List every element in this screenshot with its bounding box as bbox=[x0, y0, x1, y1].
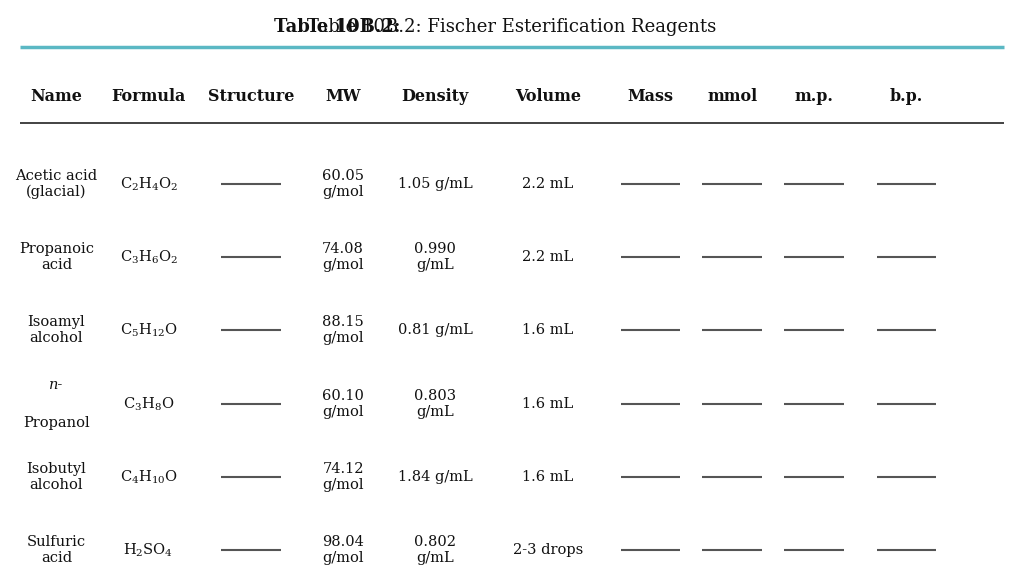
Text: Volume: Volume bbox=[515, 88, 581, 105]
Text: $\mathregular{C_3H_8O}$: $\mathregular{C_3H_8O}$ bbox=[123, 395, 174, 413]
Text: 88.15
g/mol: 88.15 g/mol bbox=[323, 315, 364, 345]
Text: Propanoic
acid: Propanoic acid bbox=[18, 242, 94, 272]
Text: 2.2 mL: 2.2 mL bbox=[522, 177, 573, 191]
Text: Isobutyl
alcohol: Isobutyl alcohol bbox=[27, 462, 86, 492]
Text: 0.81 g/mL: 0.81 g/mL bbox=[397, 323, 473, 337]
Text: Isoamyl
alcohol: Isoamyl alcohol bbox=[28, 315, 85, 345]
Text: mmol: mmol bbox=[708, 88, 757, 105]
Text: $\mathregular{C_2H_4O_2}$: $\mathregular{C_2H_4O_2}$ bbox=[120, 175, 177, 193]
Text: MW: MW bbox=[326, 88, 360, 105]
Text: 0.990
g/mL: 0.990 g/mL bbox=[415, 242, 456, 272]
Text: Formula: Formula bbox=[112, 88, 185, 105]
Text: Name: Name bbox=[31, 88, 82, 105]
Text: 0.802
g/mL: 0.802 g/mL bbox=[414, 535, 457, 565]
Text: $\mathregular{C_3H_6O_2}$: $\mathregular{C_3H_6O_2}$ bbox=[120, 248, 177, 266]
Text: 60.05
g/mol: 60.05 g/mol bbox=[322, 169, 365, 199]
Text: 2.2 mL: 2.2 mL bbox=[522, 250, 573, 264]
Text: Structure: Structure bbox=[208, 88, 294, 105]
Text: 0.803
g/mL: 0.803 g/mL bbox=[414, 389, 457, 419]
Text: m.p.: m.p. bbox=[795, 88, 834, 105]
Text: $\mathregular{H_2SO_4}$: $\mathregular{H_2SO_4}$ bbox=[124, 541, 173, 559]
Text: 1.6 mL: 1.6 mL bbox=[522, 470, 573, 484]
Text: 1.6 mL: 1.6 mL bbox=[522, 397, 573, 411]
Text: Sulfuric
acid: Sulfuric acid bbox=[27, 535, 86, 565]
Text: 98.04
g/mol: 98.04 g/mol bbox=[323, 535, 364, 565]
Text: $\mathregular{C_4H_{10}O}$: $\mathregular{C_4H_{10}O}$ bbox=[120, 468, 177, 486]
Text: b.p.: b.p. bbox=[890, 88, 923, 105]
Text: Density: Density bbox=[401, 88, 469, 105]
Text: 1.84 g/mL: 1.84 g/mL bbox=[398, 470, 472, 484]
Text: Mass: Mass bbox=[628, 88, 673, 105]
Text: Acetic acid
(glacial): Acetic acid (glacial) bbox=[15, 169, 97, 199]
Text: $\mathregular{C_5H_{12}O}$: $\mathregular{C_5H_{12}O}$ bbox=[120, 321, 177, 339]
Text: 1.6 mL: 1.6 mL bbox=[522, 323, 573, 337]
Text: 60.10
g/mol: 60.10 g/mol bbox=[323, 389, 364, 419]
Text: Table 10B.2: Fischer Esterification Reagents: Table 10B.2: Fischer Esterification Reag… bbox=[307, 18, 717, 36]
Text: Table 10B.2:: Table 10B.2: bbox=[273, 18, 400, 36]
Text: 2-3 drops: 2-3 drops bbox=[513, 543, 583, 557]
Text: Propanol: Propanol bbox=[23, 416, 90, 430]
Text: 74.08
g/mol: 74.08 g/mol bbox=[323, 242, 364, 272]
Text: 1.05 g/mL: 1.05 g/mL bbox=[398, 177, 472, 191]
Text: n-: n- bbox=[49, 378, 63, 392]
Text: 74.12
g/mol: 74.12 g/mol bbox=[323, 462, 364, 492]
